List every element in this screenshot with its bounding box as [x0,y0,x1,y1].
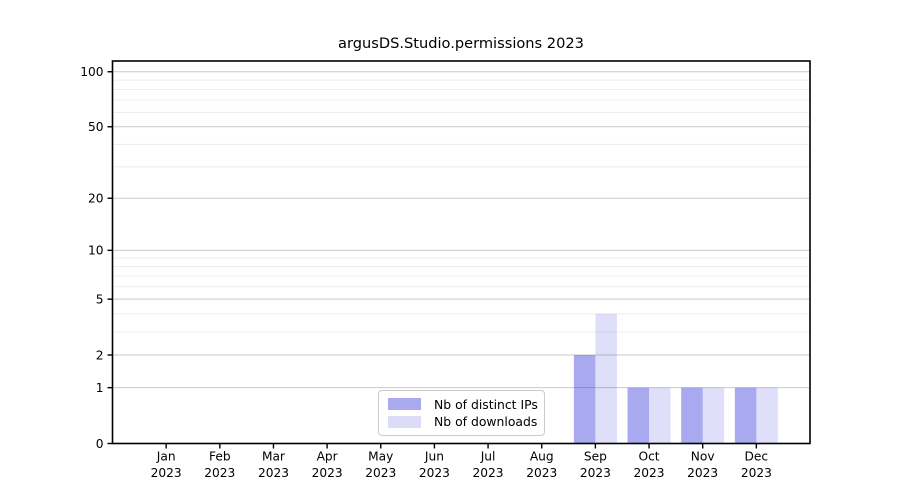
x-tick-label-year: 2023 [580,466,611,480]
x-tick-label-month: Jul [480,450,496,464]
x-tick-label-month: Oct [638,450,659,464]
y-tick-label: 1 [96,381,104,395]
bar-oct-distinct-ips [627,387,650,444]
x-tick-label-year: 2023 [312,466,343,480]
x-tick-label-year: 2023 [473,466,504,480]
x-tick-label-year: 2023 [526,466,557,480]
x-tick-label-month: Jun [424,450,444,464]
y-tick-label: 2 [96,348,104,362]
plot-border [111,60,811,445]
legend-swatch-distinct-ips [388,398,421,411]
y-tick-label: 10 [88,244,104,258]
bar-dec-downloads [756,387,778,444]
x-tick-label-month: Feb [209,450,231,464]
bar-nov-distinct-ips [681,387,703,444]
x-tick-label-year: 2023 [365,466,396,480]
x-tick-label-year: 2023 [419,466,450,480]
bar-sep-downloads [595,313,617,444]
x-tick-label-month: Jan [156,450,176,464]
x-tick-label-month: Apr [317,450,339,464]
chart-title: argusDS.Studio.permissions 2023 [338,35,584,52]
x-tick-label-year: 2023 [741,466,772,480]
legend: Nb of distinct IPs Nb of downloads [378,390,545,436]
bar-nov-downloads [702,387,725,444]
legend-swatch-downloads [388,415,421,428]
bar-sep-distinct-ips [573,355,596,444]
y-tick-label: 0 [96,437,104,451]
x-tick-label-month: May [368,450,393,464]
x-tick-label-year: 2023 [687,466,718,480]
legend-label-distinct-ips: Nb of distinct IPs [434,396,538,412]
x-tick-label-year: 2023 [258,466,289,480]
x-tick-label-month: Dec [745,450,769,464]
y-tick-label: 5 [96,292,104,306]
y-tick-label: 100 [80,65,103,79]
x-tick-label-month: Nov [691,450,715,464]
bar-oct-downloads [649,387,671,444]
bar-dec-distinct-ips [734,387,757,444]
x-tick-label-month: Aug [530,450,554,464]
x-tick-label-year: 2023 [204,466,235,480]
legend-item-downloads: Nb of downloads [379,414,544,429]
x-tick-label-year: 2023 [634,466,665,480]
y-tick-label: 20 [88,192,104,206]
y-tick-label: 50 [88,120,104,134]
x-tick-label-month: Mar [262,450,286,464]
x-tick-label-year: 2023 [151,466,182,480]
legend-item-distinct-ips: Nb of distinct IPs [379,397,544,412]
legend-label-downloads: Nb of downloads [434,414,538,430]
x-tick-label-month: Sep [584,450,607,464]
